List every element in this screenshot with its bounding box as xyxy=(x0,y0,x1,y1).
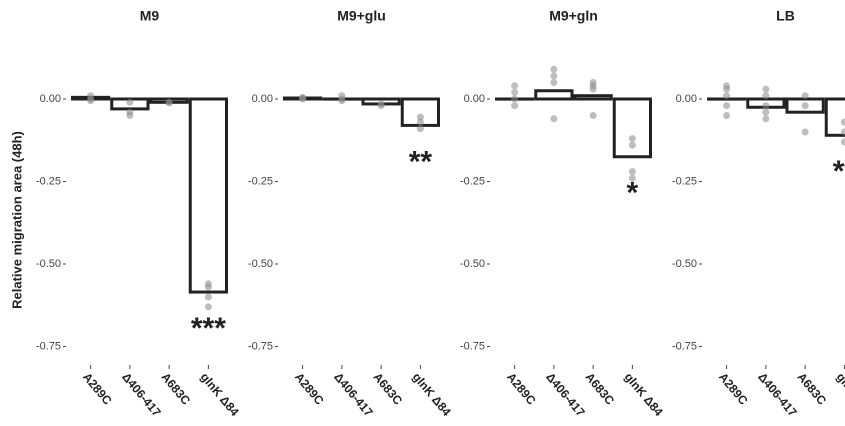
data-point xyxy=(377,102,385,110)
y-tick-label: -0.50 xyxy=(460,258,485,270)
x-tick-label: A683C xyxy=(582,370,617,408)
data-point xyxy=(628,168,636,176)
data-point xyxy=(299,94,307,102)
data-point xyxy=(762,85,770,93)
data-point xyxy=(511,102,519,110)
y-tick-label: 0.00 xyxy=(40,93,61,105)
data-point xyxy=(550,115,558,123)
data-point xyxy=(511,95,519,103)
data-point xyxy=(723,85,731,93)
significance: *** xyxy=(191,312,226,345)
data-point xyxy=(628,174,636,182)
data-point xyxy=(628,141,636,149)
data-point xyxy=(126,112,134,119)
data-point xyxy=(511,82,519,90)
data-point xyxy=(840,128,845,136)
y-tick-label: -0.50 xyxy=(248,258,273,270)
y-tick-label: -0.25 xyxy=(36,175,61,187)
data-point xyxy=(416,125,424,133)
y-tick-label: -0.25 xyxy=(248,175,273,187)
data-point xyxy=(550,65,558,73)
panel-title: LB xyxy=(776,8,795,24)
bar xyxy=(573,94,613,101)
data-point xyxy=(762,102,770,110)
x-tick-label: A289C xyxy=(292,370,327,408)
data-point xyxy=(589,85,597,93)
panel-title: M9+gln xyxy=(549,8,598,24)
y-tick-label: -0.75 xyxy=(460,340,485,352)
y-tick-label: -0.50 xyxy=(672,258,697,270)
data-point xyxy=(416,118,424,126)
data-point xyxy=(204,303,212,311)
bar xyxy=(534,89,574,101)
data-point xyxy=(762,115,770,123)
bar xyxy=(612,97,652,159)
data-point xyxy=(550,72,558,80)
x-tick-label: A683C xyxy=(794,370,829,408)
y-tick-label: 0.00 xyxy=(252,93,273,105)
x-tick-label: A289C xyxy=(80,370,115,408)
x-tick-label: glnK Δ84 xyxy=(834,370,845,419)
data-point xyxy=(126,98,134,106)
data-point xyxy=(550,79,558,86)
data-point xyxy=(204,283,212,291)
data-point xyxy=(723,102,731,110)
data-point xyxy=(762,108,770,116)
panel-title: M9 xyxy=(140,8,160,24)
data-point xyxy=(723,92,731,100)
data-point xyxy=(628,135,636,143)
x-tick-label: Δ406-417 xyxy=(119,370,164,420)
x-tick-label: Δ406-417 xyxy=(755,370,800,420)
data-point xyxy=(801,102,809,110)
data-point xyxy=(204,293,212,301)
x-tick-label: A683C xyxy=(370,370,405,408)
y-tick-label: -0.75 xyxy=(36,340,61,352)
y-tick-label: 0.00 xyxy=(676,93,697,105)
x-tick-label: A683C xyxy=(158,370,193,408)
x-tick-label: A289C xyxy=(716,370,751,408)
x-tick-label: A289C xyxy=(504,370,539,408)
data-point xyxy=(416,113,424,121)
panel-title: M9+glu xyxy=(337,8,386,24)
data-point xyxy=(840,138,845,146)
y-tick-label: -0.75 xyxy=(672,340,697,352)
x-tick-label: Δ406-417 xyxy=(331,370,376,420)
data-point xyxy=(338,97,346,105)
x-tick-label: glnK Δ84 xyxy=(410,370,454,419)
data-point xyxy=(762,92,770,100)
significance: ** xyxy=(833,155,845,188)
significance: * xyxy=(627,177,639,210)
data-point xyxy=(723,112,731,119)
y-axis-label: Relative migration area (48h) xyxy=(9,131,24,309)
y-tick-label: -0.25 xyxy=(460,175,485,187)
y-tick-label: 0.00 xyxy=(464,93,485,105)
y-tick-label: -0.25 xyxy=(672,175,697,187)
data-point xyxy=(801,92,809,100)
data-point xyxy=(840,118,845,126)
y-tick-label: -0.50 xyxy=(36,258,61,270)
data-point xyxy=(87,95,95,103)
x-tick-label: glnK Δ84 xyxy=(198,370,242,419)
data-point xyxy=(801,128,809,136)
y-tick-label: -0.75 xyxy=(248,340,273,352)
data-point xyxy=(511,88,519,96)
x-tick-label: Δ406-417 xyxy=(543,370,588,420)
data-point xyxy=(589,112,597,119)
significance: ** xyxy=(409,145,433,178)
bar xyxy=(188,97,228,294)
x-tick-label: glnK Δ84 xyxy=(622,370,666,419)
data-point xyxy=(165,99,173,107)
